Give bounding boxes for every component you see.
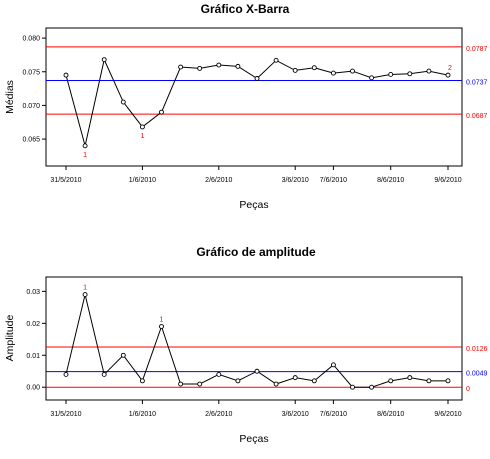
xbar-data-point (159, 109, 164, 115)
xbar-plot-frame (45, 27, 463, 167)
range-data-point (63, 371, 69, 377)
range-xtick-label: 1/6/2010 (129, 411, 156, 418)
xbar-xtick-label: 2/6/2010 (205, 177, 232, 184)
xbar-y-axis: 0.065 0.070 0.075 0.080 (22, 36, 40, 144)
range-data-point (197, 381, 203, 387)
xbar-data-point (350, 68, 355, 74)
range-lcl-label: 0 (466, 386, 470, 393)
xbar-data-point (292, 67, 298, 73)
range-data-point (292, 375, 298, 381)
range-data-point (273, 381, 279, 387)
range-xtick-label: 9/6/2010 (434, 411, 461, 418)
xbar-data-point (330, 70, 336, 76)
range-data-point (159, 324, 164, 329)
range-data-point (101, 371, 107, 377)
xbar-data-point (369, 75, 375, 81)
xbar-violation-label: 1 (140, 133, 144, 140)
xbar-ytick-label: 0.080 (22, 36, 40, 43)
range-violation-labels: 1 1 (83, 285, 163, 324)
xbar-x-axis: 31/5/2010 1/6/2010 2/6/2010 3/6/2010 7/6… (50, 177, 461, 184)
xbar-xtick-label: 8/6/2010 (377, 177, 404, 184)
range-xtick-label: 3/6/2010 (282, 411, 309, 418)
range-y-axis: 0.00 0.01 0.02 0.03 (26, 289, 40, 392)
xbar-xtick-label: 7/6/2010 (320, 177, 347, 184)
xbar-title: Gráfico X-Barra (201, 2, 290, 16)
xbar-data-point (63, 72, 69, 78)
range-ytick-label: 0.02 (26, 321, 40, 328)
range-data-point (216, 371, 222, 377)
range-data-point (330, 362, 336, 368)
range-xtick-label: 31/5/2010 (50, 411, 81, 418)
xbar-data-point (311, 65, 317, 71)
xbar-ytick-label: 0.075 (22, 69, 40, 76)
range-ytick-label: 0.03 (26, 289, 40, 296)
range-xlabel: Peças (239, 433, 268, 445)
xbar-chart: Gráfico X-Barra 0.065 0.070 0.075 0.080 … (4, 2, 488, 211)
xbar-ucl-label: 0.0787 (466, 46, 488, 53)
xbar-data-point (254, 76, 260, 81)
xbar-data-point (197, 65, 203, 71)
xbar-xtick-label: 31/5/2010 (50, 177, 81, 184)
range-data-point (178, 381, 184, 387)
range-data-point (120, 352, 126, 358)
range-ylabel: Amplitude (4, 315, 16, 362)
xbar-violation-label: 1 (83, 152, 87, 159)
xbar-data-point (426, 68, 432, 74)
range-xtick-label: 8/6/2010 (377, 411, 404, 418)
range-ucl-label: 0.0126 (466, 346, 488, 353)
range-data-point (350, 384, 355, 390)
range-data-point (139, 378, 145, 384)
range-chart: Gráfico de amplitude 0.00 0.01 0.02 0.03… (4, 245, 488, 445)
range-title: Gráfico de amplitude (196, 245, 316, 259)
range-data-point (254, 368, 260, 374)
range-series (42, 290, 462, 404)
range-violation-label: 1 (83, 285, 87, 292)
range-limit-lines: 0.0126 0.0049 0 (466, 346, 488, 393)
xbar-ylabel: Médias (4, 80, 16, 114)
xbar-violation-labels: 1 1 2 (83, 65, 452, 159)
range-data-point (311, 378, 317, 384)
xbar-data-point (235, 63, 241, 69)
xbar-data-point (388, 71, 394, 77)
range-xtick-label: 7/6/2010 (320, 411, 347, 418)
xbar-data-point (445, 72, 451, 78)
xbar-data-point (178, 64, 184, 70)
range-data-point (426, 378, 432, 384)
range-ytick-label: 0.01 (26, 353, 40, 360)
xbar-xtick-label: 1/6/2010 (129, 177, 156, 184)
xbar-ytick-label: 0.070 (22, 103, 40, 110)
xbar-violation-label: 2 (448, 65, 452, 72)
range-data-point (445, 378, 451, 384)
range-data-point (82, 292, 88, 298)
xbar-data-point (82, 143, 88, 149)
range-data-point (407, 375, 413, 381)
xbar-data-point (139, 124, 145, 130)
xbar-xtick-label: 3/6/2010 (282, 177, 309, 184)
xbar-center-label: 0.0737 (466, 80, 488, 87)
xbar-data-point (407, 71, 413, 77)
xbar-limit-lines: 0.0787 0.0737 0.0687 (466, 46, 488, 120)
range-ytick-label: 0.00 (26, 385, 40, 392)
range-x-axis: 31/5/2010 1/6/2010 2/6/2010 3/6/2010 7/6… (50, 411, 461, 418)
range-data-point (235, 378, 241, 384)
xbar-xtick-label: 9/6/2010 (434, 177, 461, 184)
range-data-point (388, 378, 394, 384)
xbar-ytick-label: 0.065 (22, 137, 40, 144)
xbar-lcl-label: 0.0687 (466, 113, 488, 120)
xbar-data-point (120, 99, 126, 105)
xbar-data-point (273, 57, 279, 63)
xbar-series (42, 37, 462, 170)
range-center-label: 0.0049 (466, 371, 488, 378)
range-data-point (369, 384, 375, 390)
range-xtick-label: 2/6/2010 (205, 411, 232, 418)
range-violation-label: 1 (160, 317, 164, 324)
range-plot-frame (45, 276, 463, 401)
xbar-data-point (216, 62, 222, 68)
xbar-data-point (101, 57, 107, 63)
xbar-xlabel: Peças (239, 199, 268, 211)
